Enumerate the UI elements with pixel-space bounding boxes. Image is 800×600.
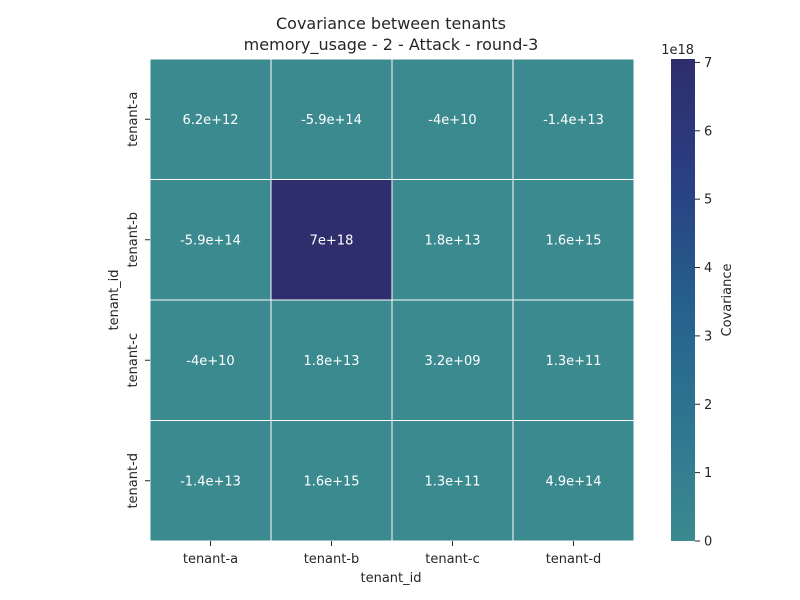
heatmap-cell xyxy=(391,420,514,542)
cell-value-label: -5.9e+14 xyxy=(301,113,362,128)
cell-value-label: 1.8e+13 xyxy=(424,233,480,248)
cell-value-label: 7e+18 xyxy=(310,233,354,248)
heatmap-cell xyxy=(391,58,514,180)
x-axis-ticks: tenant-a tenant-b tenant-c tenant-d xyxy=(183,541,601,567)
cell-value-label: -1.4e+13 xyxy=(180,474,241,489)
colorbar-tick-label: 1 xyxy=(704,466,712,481)
cell-value-label: 1.6e+15 xyxy=(303,474,359,489)
heatmap-cell xyxy=(149,420,272,542)
heatmap-cell xyxy=(512,299,635,421)
heatmap-cells: 6.2e+12 -5.9e+14 -4e+10 -1.4e+13 -5.9e+14 7e+… xyxy=(149,58,635,542)
cell-value-label: -4e+10 xyxy=(186,354,234,369)
y-tick-label: tenant-a xyxy=(126,92,141,147)
colorbar-tick-label: 5 xyxy=(704,193,712,208)
colorbar-ticks: 0 1 2 3 4 5 6 7 xyxy=(695,56,712,550)
colorbar-tick-label: 7 xyxy=(704,56,712,71)
cell-value-label: 3.2e+09 xyxy=(424,354,480,369)
cell-value-label: -4e+10 xyxy=(428,113,476,128)
cell-value-label: -1.4e+13 xyxy=(543,113,604,128)
x-tick-label: tenant-c xyxy=(425,552,479,567)
cell-value-label: 1.3e+11 xyxy=(545,354,601,369)
chart-title-line1: Covariance between tenants xyxy=(276,14,506,33)
heatmap-cell xyxy=(512,420,635,542)
heatmap-cell xyxy=(270,420,393,542)
heatmap-cell xyxy=(149,58,272,180)
x-tick-label: tenant-b xyxy=(304,552,360,567)
x-tick-label: tenant-a xyxy=(183,552,238,567)
colorbar xyxy=(671,59,695,541)
heatmap-cell xyxy=(149,179,272,301)
heatmap-cell xyxy=(270,299,393,421)
y-tick-label: tenant-c xyxy=(126,333,141,387)
colorbar-tick-label: 4 xyxy=(704,261,712,276)
y-axis-ticks: tenant-a tenant-b tenant-c tenant-d xyxy=(126,92,150,509)
cell-value-label: 6.2e+12 xyxy=(182,113,238,128)
cell-value-label: -5.9e+14 xyxy=(180,233,241,248)
y-axis-label: tenant_id xyxy=(107,269,122,330)
colorbar-offset-text: 1e18 xyxy=(661,43,694,58)
heatmap-cell xyxy=(270,58,393,180)
x-axis-label: tenant_id xyxy=(360,571,421,586)
y-tick-label: tenant-b xyxy=(126,212,141,268)
colorbar-tick-label: 2 xyxy=(704,398,712,413)
cell-value-label: 4.9e+14 xyxy=(545,474,601,489)
heatmap-cell xyxy=(512,58,635,180)
colorbar-label: Covariance xyxy=(720,264,735,337)
x-tick-label: tenant-d xyxy=(546,552,602,567)
y-tick-label: tenant-d xyxy=(126,453,141,509)
colorbar-tick-label: 3 xyxy=(704,329,712,344)
colorbar-tick-label: 6 xyxy=(704,124,712,139)
cell-value-label: 1.6e+15 xyxy=(545,233,601,248)
cell-value-label: 1.8e+13 xyxy=(303,354,359,369)
heatmap-cell xyxy=(270,179,393,301)
chart-title-line2: memory_usage - 2 - Attack - round-3 xyxy=(244,35,539,55)
cell-value-label: 1.3e+11 xyxy=(424,474,480,489)
colorbar-tick-label: 0 xyxy=(704,535,712,550)
heatmap-cell xyxy=(512,179,635,301)
